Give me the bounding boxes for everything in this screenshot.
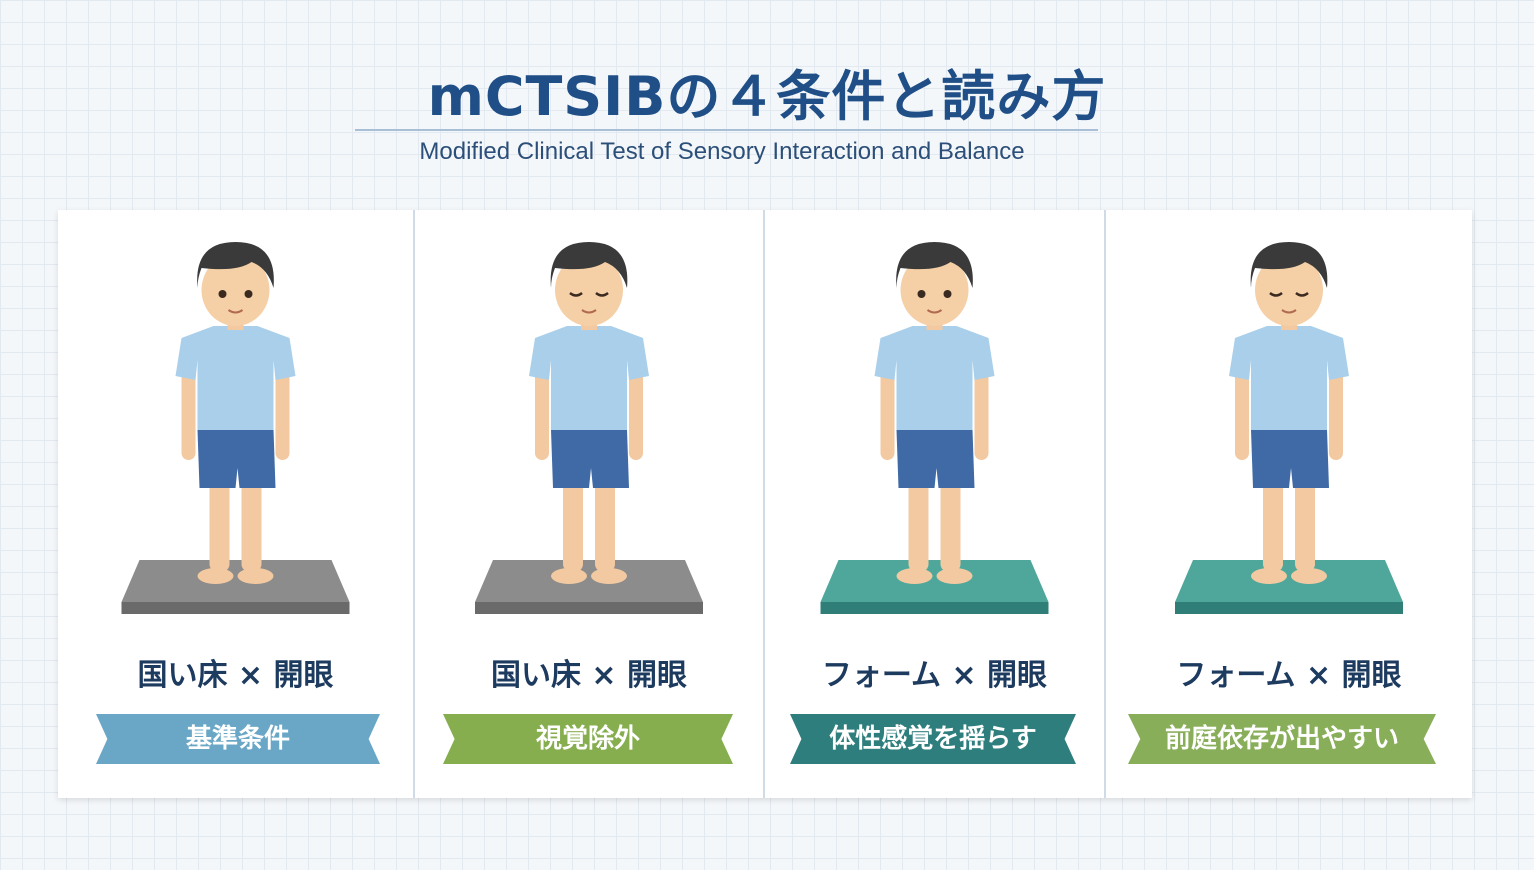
condition-card-3: フォーム × 開眼 体性感覚を揺らす: [765, 210, 1104, 798]
hard-surface-mat: [121, 560, 350, 614]
child-standing-illustration: [1175, 242, 1403, 614]
condition-card-1: 国い床 × 開眼 基準条件: [58, 210, 413, 798]
page-title: mCTSIBの４条件と読み方: [427, 65, 1107, 128]
child-standing-illustration: [475, 242, 703, 614]
condition-label: 国い床 × 開眼: [137, 658, 334, 693]
condition-tag: 視覚除外: [443, 714, 733, 764]
foam-surface-mat: [820, 560, 1049, 614]
condition-card-2: 国い床 × 開眼 視覚除外: [415, 210, 763, 798]
condition-tag: 前庭依存が出やすい: [1128, 714, 1436, 764]
foam-surface-mat: [1175, 560, 1403, 614]
child-figure: [175, 242, 296, 584]
divider: [413, 210, 415, 798]
condition-card-4: フォーム × 開眼 前庭依存が出やすい: [1106, 210, 1472, 798]
condition-label: フォーム × 開眼: [821, 658, 1048, 693]
divider: [763, 210, 765, 798]
child-figure: [529, 242, 649, 584]
child-figure: [874, 242, 995, 584]
child-standing-illustration: [121, 242, 350, 614]
title-divider: [355, 129, 1098, 131]
condition-tag: 基準条件: [96, 714, 380, 764]
condition-label: フォーム × 開眼: [1176, 658, 1402, 693]
divider: [1104, 210, 1106, 798]
child-figure: [1229, 242, 1349, 584]
condition-label: 国い床 × 開眼: [490, 658, 688, 693]
conditions-panel: 国い床 × 開眼 基準条件 国い床 × 開眼 視覚除外 フォーム ×: [58, 210, 1472, 798]
child-standing-illustration: [820, 242, 1049, 614]
page-subtitle: Modified Clinical Test of Sensory Intera…: [419, 138, 1025, 165]
condition-tag: 体性感覚を揺らす: [790, 714, 1076, 764]
hard-surface-mat: [475, 560, 703, 614]
